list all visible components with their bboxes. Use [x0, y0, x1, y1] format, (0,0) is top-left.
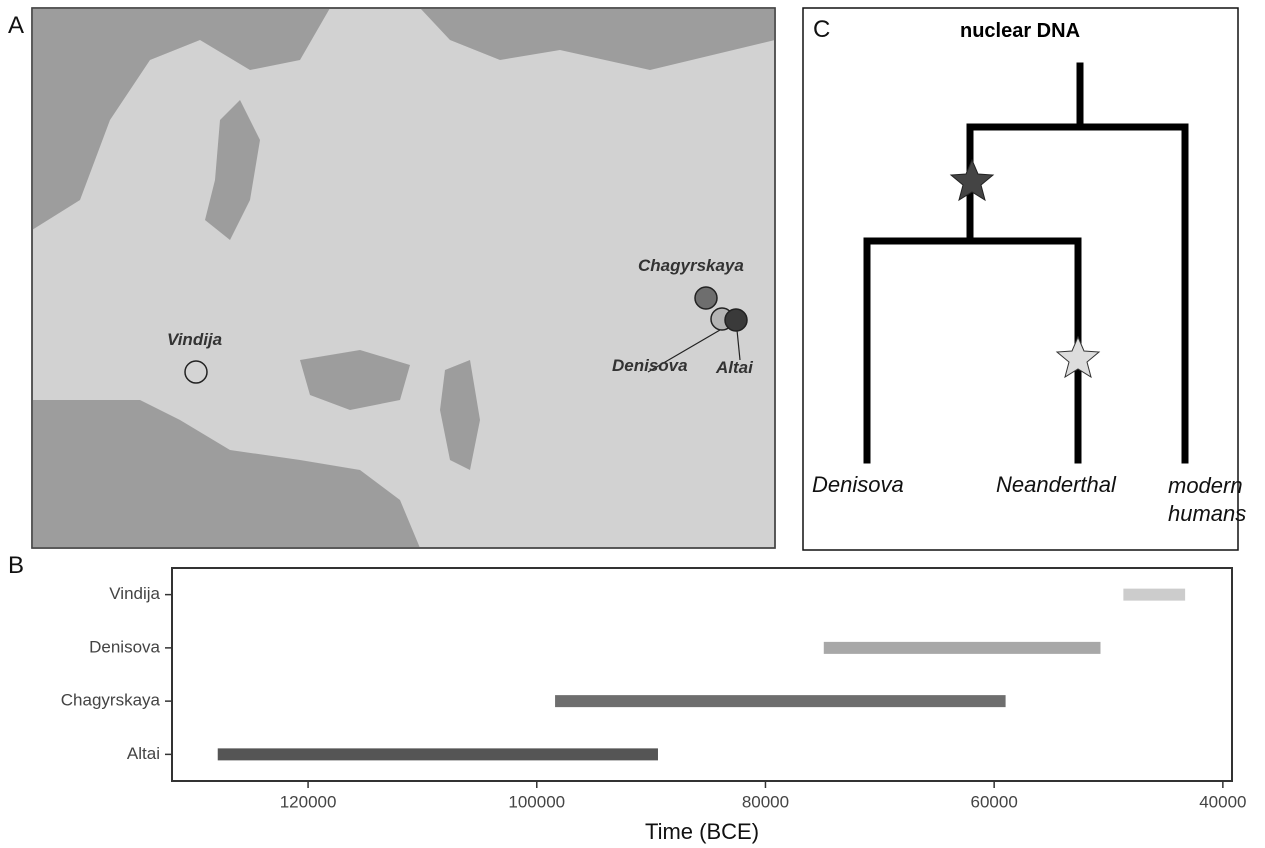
leaf-label: Denisova [812, 472, 904, 498]
y-tick-label: Altai [127, 744, 160, 763]
site-label: Vindija [167, 330, 222, 350]
leaf-label: Neanderthal [996, 472, 1116, 498]
y-tick-label: Vindija [109, 584, 160, 603]
site-marker [725, 309, 747, 331]
range-bar [1123, 589, 1185, 601]
x-tick-label: 80000 [742, 792, 789, 811]
panel-label: B [8, 552, 24, 580]
site-label: Chagyrskaya [638, 256, 744, 276]
range-chart: 120000 100000 80000 60000 40000 Time (BCE) Vin… [61, 584, 1247, 844]
panel-label: C [813, 16, 830, 44]
range-bar [218, 748, 658, 760]
site-label: Altai [716, 358, 753, 378]
x-tick-label: 40000 [1199, 792, 1246, 811]
page: 120000 100000 80000 60000 40000 Time (BCE) Vin… [0, 0, 1265, 848]
tree-title: nuclear DNA [920, 20, 1120, 43]
y-tick-label: Denisova [89, 637, 160, 656]
x-axis-title: Time (BCE) [645, 819, 759, 844]
site-marker [695, 287, 717, 309]
site-label: Denisova [612, 356, 688, 376]
x-tick-label: 60000 [971, 792, 1018, 811]
figure: 120000 100000 80000 60000 40000 Time (BCE) Vin… [0, 0, 1265, 848]
y-tick-label: Chagyrskaya [61, 691, 161, 710]
range-bar [824, 642, 1101, 654]
x-tick-label: 120000 [280, 792, 337, 811]
x-tick-label: 100000 [508, 792, 565, 811]
site-marker [185, 361, 207, 383]
leaf-label: modern humans [1168, 472, 1238, 528]
range-bar [555, 695, 1006, 707]
panel-label: A [8, 12, 24, 40]
